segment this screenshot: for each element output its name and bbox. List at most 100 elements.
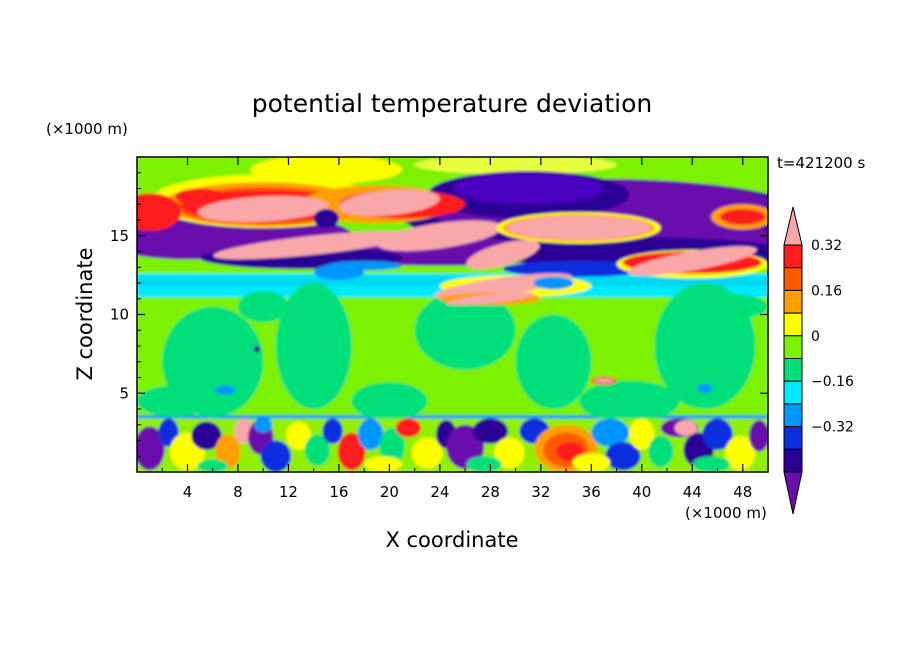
x-tick-label: 16 <box>329 483 348 501</box>
x-tick-label: 48 <box>733 483 752 501</box>
field-cell <box>137 426 165 471</box>
field-band <box>137 415 768 421</box>
colorbar-label: −0.16 <box>811 374 854 390</box>
x-tick-label: 20 <box>380 483 399 501</box>
field-cell <box>253 346 261 353</box>
x-unit-label: (×1000 m) <box>685 504 767 522</box>
field-cell <box>720 208 766 225</box>
colorbar: 0.32 0.16 0 −0.16 −0.32 <box>783 206 854 515</box>
field-cell <box>237 290 289 323</box>
field-cell <box>351 382 428 421</box>
field-cell <box>215 385 236 395</box>
field-cell <box>254 416 273 433</box>
chart-title: potential temperature deviation <box>252 89 652 118</box>
field-cell <box>137 193 182 232</box>
field-cell <box>197 195 329 223</box>
field-cell <box>472 418 509 444</box>
field-cell <box>452 172 604 205</box>
x-tick-label: 12 <box>279 483 298 501</box>
colorbar-box <box>783 335 803 359</box>
x-tick-label: 28 <box>481 483 500 501</box>
field-cell <box>260 440 291 472</box>
field-cell <box>322 418 343 444</box>
colorbar-box <box>783 380 803 405</box>
x-tick-label: 32 <box>531 483 550 501</box>
field-cell <box>304 434 331 466</box>
x-tick-label: 36 <box>582 483 601 501</box>
field-cell <box>197 459 228 472</box>
field-cell <box>466 240 540 270</box>
field-cell <box>591 418 630 447</box>
x-tick-label: 44 <box>683 483 702 501</box>
field-cell <box>506 216 651 240</box>
y-tick-label: 15 <box>110 227 129 245</box>
field-cell <box>555 442 584 461</box>
field-cell <box>593 378 615 384</box>
field-cell <box>533 276 574 290</box>
colorbar-box <box>783 244 803 269</box>
field-cell <box>572 453 611 472</box>
colorbar-label: 0.32 <box>811 238 842 254</box>
colorbar-box <box>783 312 803 337</box>
x-tick-label: 40 <box>632 483 651 501</box>
field-cell <box>414 290 516 370</box>
field-cell <box>692 294 768 320</box>
x-axis-label: X coordinate <box>385 528 518 552</box>
field-cell <box>697 383 713 394</box>
field-cell <box>158 418 179 447</box>
field-cell <box>412 437 443 469</box>
y-unit-label: (×1000 m) <box>46 120 128 138</box>
field-cell <box>605 442 641 471</box>
field-cell <box>395 418 421 438</box>
field-cell <box>466 456 502 472</box>
field-cell <box>674 420 698 436</box>
colorbar-box <box>783 403 803 428</box>
field-cell <box>275 283 352 409</box>
y-tick-label: 5 <box>119 384 129 402</box>
field-cell <box>749 420 768 452</box>
field-cell <box>446 292 535 306</box>
y-axis-label: Z coordinate <box>73 247 97 380</box>
field-cell <box>313 208 339 228</box>
field-cell <box>515 314 592 409</box>
field-cell <box>285 421 312 450</box>
x-tick-label: 4 <box>183 483 193 501</box>
y-axis: 5 10 15 <box>110 172 768 457</box>
field-cell <box>339 189 440 216</box>
field-cell <box>326 260 403 271</box>
field-cell <box>414 157 617 175</box>
field-cell <box>502 260 655 277</box>
y-tick-label: 10 <box>110 306 129 324</box>
field-cell <box>364 456 403 472</box>
field-cell <box>191 421 222 450</box>
field-cell <box>627 246 757 276</box>
field-cell <box>494 437 525 469</box>
field-cell <box>337 432 366 471</box>
time-label: t=421200 s <box>777 154 865 172</box>
x-tick-label: 8 <box>233 483 243 501</box>
field-cell <box>377 220 503 252</box>
colorbar-box <box>783 448 803 473</box>
field-cell <box>379 427 405 466</box>
field-cell <box>648 435 674 468</box>
field-cell <box>578 380 680 422</box>
field-cell <box>702 418 733 450</box>
field-cell <box>137 385 213 417</box>
field-cell <box>357 418 384 450</box>
field-cell <box>174 188 226 205</box>
x-tick-label: 24 <box>430 483 449 501</box>
contour-field <box>137 157 768 472</box>
colorbar-bottom-arrow <box>783 471 803 515</box>
field-cell <box>629 418 655 450</box>
colorbar-box <box>783 289 803 314</box>
colorbar-box <box>783 267 803 291</box>
field-cell <box>213 231 415 260</box>
colorbar-box <box>783 358 803 382</box>
x-axis: 4 8 12 16 20 24 28 32 36 40 44 48 <box>161 157 752 501</box>
field-cell <box>692 456 731 472</box>
colorbar-box <box>783 426 803 450</box>
field-cell <box>725 435 756 471</box>
colorbar-label: −0.32 <box>811 420 854 436</box>
colorbar-label: 0.16 <box>811 283 842 299</box>
